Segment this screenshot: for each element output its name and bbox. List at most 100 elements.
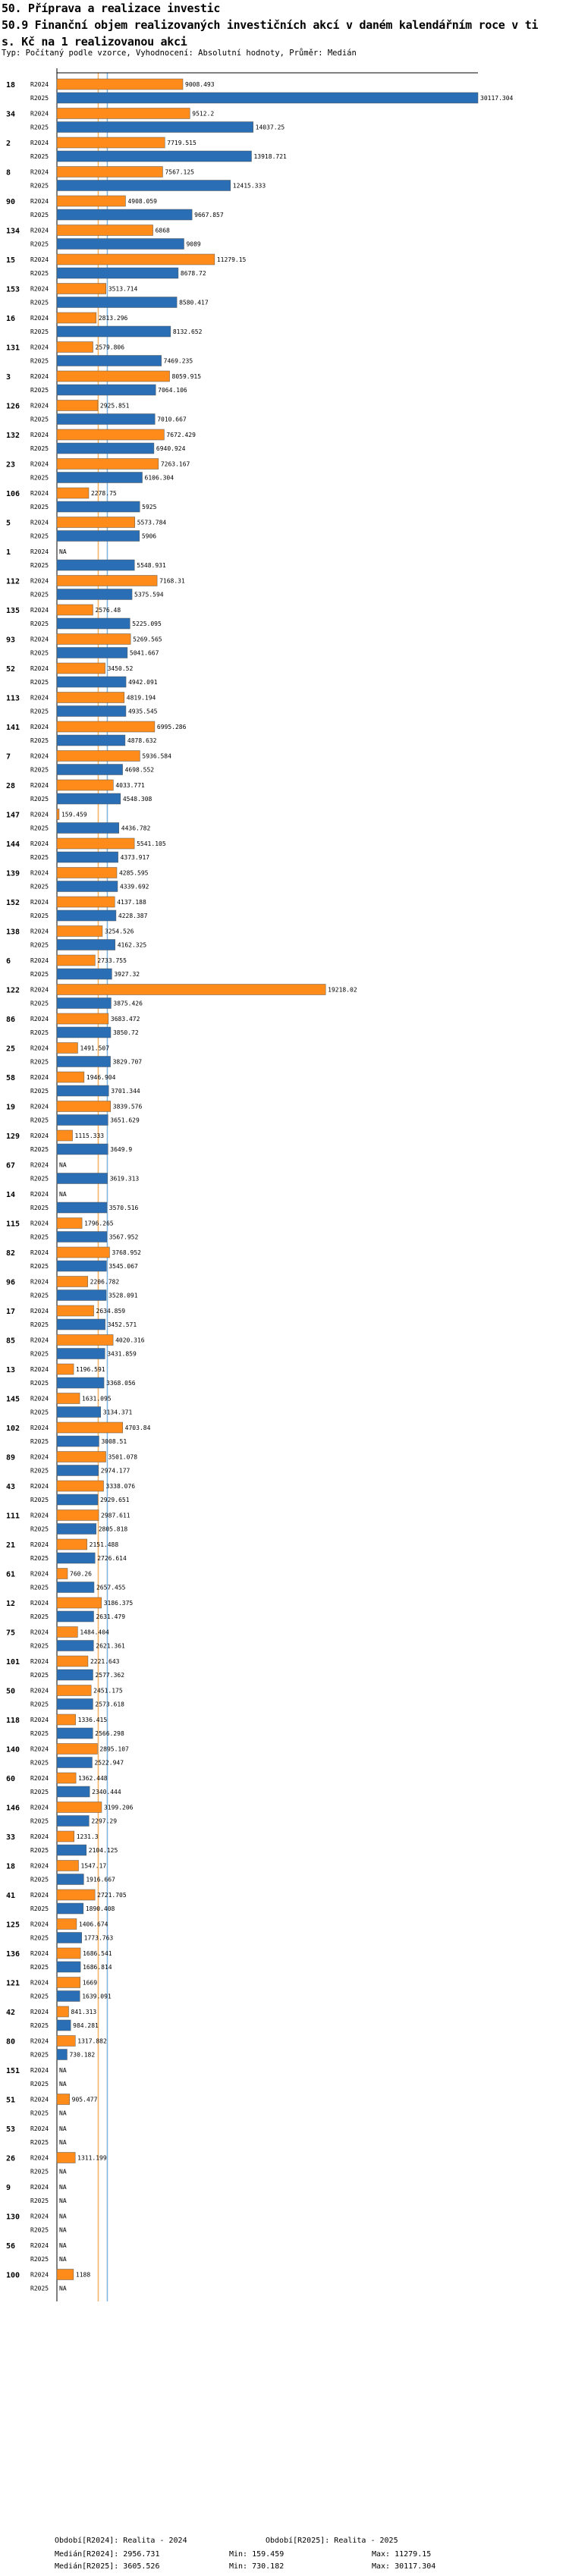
category-label: 12 <box>6 1600 15 1608</box>
bar-r2024 <box>56 2094 70 2105</box>
value-label: 1484.404 <box>80 1629 109 1636</box>
bar-r2025 <box>56 297 178 308</box>
bar-r2025 <box>56 734 126 746</box>
bar-r2025 <box>56 238 184 250</box>
value-label: 2206.782 <box>90 1279 120 1286</box>
category-label: 89 <box>6 1454 15 1462</box>
category-label: 112 <box>6 578 20 586</box>
series-label: R2025 <box>30 2110 49 2117</box>
series-label: R2025 <box>30 1847 49 1854</box>
series-label: R2024 <box>30 432 49 438</box>
value-label: 3501.078 <box>108 1454 138 1461</box>
value-label: 3513.714 <box>108 286 138 293</box>
series-label: R2025 <box>30 2139 49 2146</box>
series-label: R2024 <box>30 198 49 205</box>
bar-r2024 <box>56 837 135 850</box>
value-label: 2726.614 <box>97 1555 127 1562</box>
bar-r2025 <box>56 968 112 980</box>
series-label: R2024 <box>30 1833 49 1840</box>
bar-r2025 <box>56 92 479 104</box>
value-label: 2733.755 <box>97 957 127 964</box>
series-label: R2025 <box>30 854 49 861</box>
bar-r2025 <box>56 1874 84 1885</box>
bar-r2025 <box>56 267 179 279</box>
series-label: R2025 <box>30 1409 49 1416</box>
bar-r2024 <box>56 370 170 382</box>
series-label: R2025 <box>30 679 49 686</box>
value-label: 3368.056 <box>106 1380 136 1387</box>
value-label: 2522.947 <box>94 1760 124 1767</box>
series-label: R2024 <box>30 1279 49 1286</box>
value-label: 3452.571 <box>108 1321 137 1328</box>
category-label: 118 <box>6 1717 20 1725</box>
value-label: 30117.304 <box>480 95 514 102</box>
value-label: 3570.516 <box>109 1205 139 1211</box>
value-label: 7469.235 <box>164 358 193 365</box>
value-label: 8580.417 <box>179 300 209 306</box>
bar-r2025 <box>56 851 118 863</box>
chart-title: 50. Příprava a realizace investic 50.9 F… <box>2 0 567 50</box>
category-label: 23 <box>6 461 15 470</box>
series-label: R2024 <box>30 987 49 994</box>
value-label: 760.26 <box>70 1571 92 1578</box>
bar-r2024 <box>56 1947 81 1959</box>
na-label: NA <box>59 2139 67 2146</box>
category-label: 131 <box>6 344 20 353</box>
bar-r2025 <box>56 1114 108 1126</box>
bar-r2024 <box>56 1830 74 1842</box>
value-label: 9512.2 <box>192 111 214 118</box>
bar-r2024 <box>56 78 184 90</box>
na-label: NA <box>59 2256 67 2263</box>
value-label: 3254.526 <box>105 928 134 935</box>
series-label: R2025 <box>30 445 49 452</box>
series-label: R2025 <box>30 504 49 510</box>
series-label: R2025 <box>30 1760 49 1767</box>
series-label: R2025 <box>30 241 49 248</box>
bar-r2025 <box>56 1815 90 1827</box>
value-label: 7168.31 <box>159 578 185 585</box>
bar-r2025 <box>56 1552 96 1564</box>
value-label: 4935.545 <box>128 708 158 715</box>
value-label: 13918.721 <box>253 153 287 160</box>
series-label: R2024 <box>30 1600 49 1607</box>
series-label: R2024 <box>30 169 49 176</box>
value-label: 1317.882 <box>77 2038 107 2045</box>
series-label: R2024 <box>30 1863 49 1870</box>
value-label: 2925.851 <box>100 403 130 410</box>
category-label: 121 <box>6 1980 20 1988</box>
bar-r2024 <box>56 1802 102 1813</box>
value-label: 3450.52 <box>108 665 134 672</box>
category-label: 58 <box>6 1074 15 1082</box>
series-label: R2025 <box>30 1205 49 1211</box>
series-label: R2025 <box>30 1438 49 1445</box>
value-label: 3927.32 <box>114 971 140 978</box>
bar-r2025 <box>56 1669 93 1681</box>
bar-r2024 <box>56 195 126 207</box>
chart-subtitle: Typ: Počítaný podle vzorce, Vyhodnocení:… <box>2 49 357 58</box>
series-label: R2024 <box>30 1775 49 1782</box>
bar-r2024 <box>56 1422 123 1434</box>
series-label: R2025 <box>30 1905 49 1912</box>
value-label: 4228.387 <box>118 913 148 919</box>
category-label: 111 <box>6 1513 20 1521</box>
category-label: 43 <box>6 1483 15 1491</box>
series-label: R2024 <box>30 1950 49 1957</box>
bar-r2024 <box>56 721 156 733</box>
bar-r2025 <box>56 939 115 950</box>
bar-r2024 <box>56 750 140 762</box>
series-label: R2025 <box>30 1029 49 1036</box>
bar-r2024 <box>56 1480 104 1492</box>
series-label: R2024 <box>30 2242 49 2249</box>
value-label: 1547.17 <box>81 1863 107 1870</box>
series-label: R2024 <box>30 2272 49 2279</box>
bar-r2025 <box>56 1757 93 1768</box>
bar-r2025 <box>56 647 128 658</box>
bar-r2025 <box>56 1494 99 1506</box>
bar-r2025 <box>56 209 193 221</box>
series-label: R2025 <box>30 1993 49 2000</box>
value-label: 6106.304 <box>145 475 174 482</box>
category-label: 52 <box>6 665 15 674</box>
bar-r2024 <box>56 1509 99 1521</box>
series-label: R2024 <box>30 1688 49 1695</box>
category-label: 115 <box>6 1220 20 1229</box>
